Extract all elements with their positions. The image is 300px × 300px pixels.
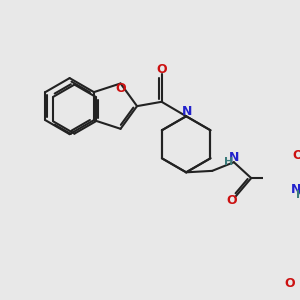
Text: O: O	[156, 63, 167, 76]
Text: N: N	[229, 151, 240, 164]
Text: O: O	[284, 277, 295, 290]
Text: O: O	[115, 82, 126, 95]
Text: O: O	[227, 194, 238, 207]
Text: H: H	[296, 190, 300, 200]
Text: N: N	[291, 183, 300, 196]
Text: N: N	[182, 105, 193, 118]
Text: H: H	[224, 157, 234, 167]
Text: O: O	[292, 149, 300, 162]
